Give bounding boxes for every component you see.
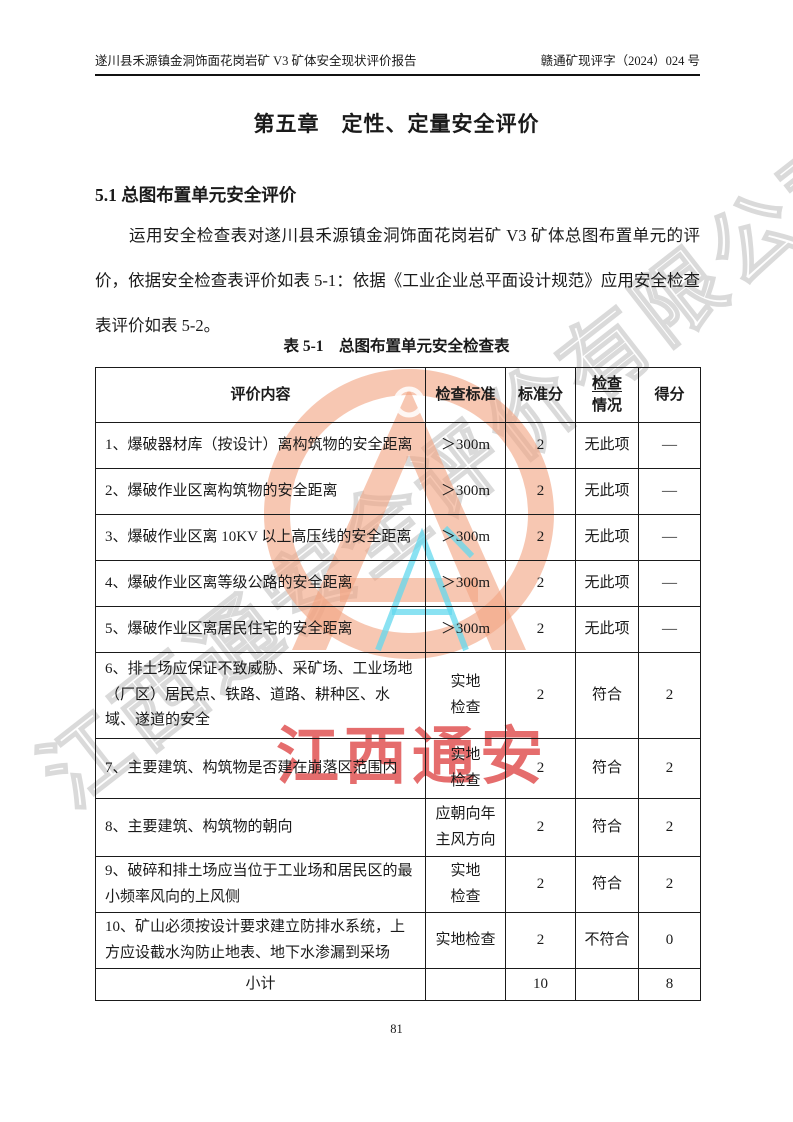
table-row: 3、爆破作业区离 10KV 以上高压线的安全距离 ＞300m 2 无此项 — [95,514,701,561]
content: 8、主要建筑、构筑物的朝向 [95,798,426,857]
status-cell: 无此项 [575,514,639,561]
status-cell: 符合 [575,738,639,799]
score-cell: — [638,560,701,607]
status-cell: 无此项 [575,468,639,515]
table-row: 5、爆破作业区离居民住宅的安全距离 ＞300m 2 无此项 — [95,606,701,653]
standard-score-cell: 2 [505,912,576,969]
column-header: 检查标准 [425,367,506,423]
score-cell: — [638,422,701,469]
table-caption: 表 5-1 总图布置单元安全检查表 [283,338,510,355]
table-row: 7、主要建筑、构筑物是否建在崩落区范围内 实地 检查 2 符合 2 [95,738,701,799]
standard-cell: ＞300m [425,606,506,653]
content: 2、爆破作业区离构筑物的安全距离 [95,468,426,515]
column-header: 得分 [638,367,701,423]
status-cell: 符合 [575,798,639,857]
content: 6、排土场应保证不致威胁、采矿场、工业场地（厂区）居民点、铁路、道路、耕种区、水… [95,652,426,739]
standard-score-cell: 2 [505,798,576,857]
table-body: 1、爆破器材库（按设计）离构筑物的安全距离 ＞300m 2 无此项 —2、爆破作业区离构… [95,422,701,1001]
score-cell: 2 [638,738,701,799]
subtotal-row: 小计 10 8 [95,968,701,1001]
table-row: 1、爆破器材库（按设计）离构筑物的安全距离 ＞300m 2 无此项 — [95,422,701,469]
score-cell: 2 [638,798,701,857]
table-row: 6、排土场应保证不致威胁、采矿场、工业场地（厂区）居民点、铁路、道路、耕种区、水… [95,652,701,739]
score-cell: 2 [638,856,701,913]
score-cell: — [638,606,701,653]
status-cell: 无此项 [575,560,639,607]
standard-cell [425,968,506,1001]
standard-cell: 实地 检查 [425,738,506,799]
standard-cell: 实地检查 [425,912,506,969]
score-cell: 8 [638,968,701,1001]
content: 7、主要建筑、构筑物是否建在崩落区范围内 [95,738,426,799]
standard-score-cell: 2 [505,468,576,515]
standard-score-cell: 2 [505,738,576,799]
content: 10、矿山必须按设计要求建立防排水系统，上方应设截水沟防止地表、地下水渗漏到采场 [95,912,426,969]
standard-cell: 实地 检查 [425,856,506,913]
content: 小计 [95,968,426,1001]
body-paragraph: 运用安全检查表对遂川县禾源镇金洞饰面花岗岩矿 V3 矿体总图布置单元的评价，依据… [95,226,700,335]
content: 4、爆破作业区离等级公路的安全距离 [95,560,426,607]
score-cell: 2 [638,652,701,739]
standard-score-cell: 2 [505,422,576,469]
table-row: 9、破碎和排土场应当位于工业场和居民区的最小频率风向的上风侧 实地 检查 2 符合 2 [95,856,701,913]
table-row: 4、爆破作业区离等级公路的安全距离 ＞300m 2 无此项 — [95,560,701,607]
checklist-table: 评价内容 检查标准 标准分 检查 情况 得分 1、爆破器材库（按设计）离构筑物的安全距离＞… [95,367,701,1001]
table-row: 8、主要建筑、构筑物的朝向 应朝向年 主风方向 2 符合 2 [95,798,701,857]
header-doc-number: 赣通矿现评字（2024）024 号 [540,54,700,68]
status-cell: 符合 [575,856,639,913]
standard-cell: ＞300m [425,560,506,607]
standard-score-cell: 2 [505,560,576,607]
table-row: 2、爆破作业区离构筑物的安全距离 ＞300m 2 无此项 — [95,468,701,515]
standard-cell: ＞300m [425,514,506,561]
standard-score-cell: 2 [505,514,576,561]
header-report-title: 遂川县禾源镇金洞饰面花岗岩矿 V3 矿体安全现状评价报告 [95,54,417,68]
standard-score-cell: 2 [505,652,576,739]
standard-score-cell: 2 [505,856,576,913]
column-header: 检查 情况 [575,367,639,423]
status-cell: 符合 [575,652,639,739]
standard-cell: ＞300m [425,422,506,469]
table-header-row: 评价内容 检查标准 标准分 检查 情况 得分 [95,367,701,423]
score-cell: — [638,514,701,561]
content: 3、爆破作业区离 10KV 以上高压线的安全距离 [95,514,426,561]
header-rule [95,74,700,76]
standard-score-cell: 2 [505,606,576,653]
page-header: 遂川县禾源镇金洞饰面花岗岩矿 V3 矿体安全现状评价报告 赣通矿现评字（2024… [95,50,700,69]
status-cell: 无此项 [575,606,639,653]
section-heading: 5.1 总图布置单元安全评价 [95,185,297,205]
content: 5、爆破作业区离居民住宅的安全距离 [95,606,426,653]
content: 9、破碎和排土场应当位于工业场和居民区的最小频率风向的上风侧 [95,856,426,913]
status-cell: 不符合 [575,912,639,969]
score-cell: — [638,468,701,515]
column-header: 标准分 [505,367,576,423]
page-number: 81 [390,1022,403,1036]
status-cell [575,968,639,1001]
score-cell: 0 [638,912,701,969]
chapter-title: 第五章 定性、定量安全评价 [253,112,540,136]
standard-cell: ＞300m [425,468,506,515]
column-header: 评价内容 [95,367,426,423]
standard-cell: 实地 检查 [425,652,506,739]
content: 1、爆破器材库（按设计）离构筑物的安全距离 [95,422,426,469]
status-cell: 无此项 [575,422,639,469]
standard-cell: 应朝向年 主风方向 [425,798,506,857]
table-row: 10、矿山必须按设计要求建立防排水系统，上方应设截水沟防止地表、地下水渗漏到采场… [95,912,701,969]
standard-score-cell: 10 [505,968,576,1001]
